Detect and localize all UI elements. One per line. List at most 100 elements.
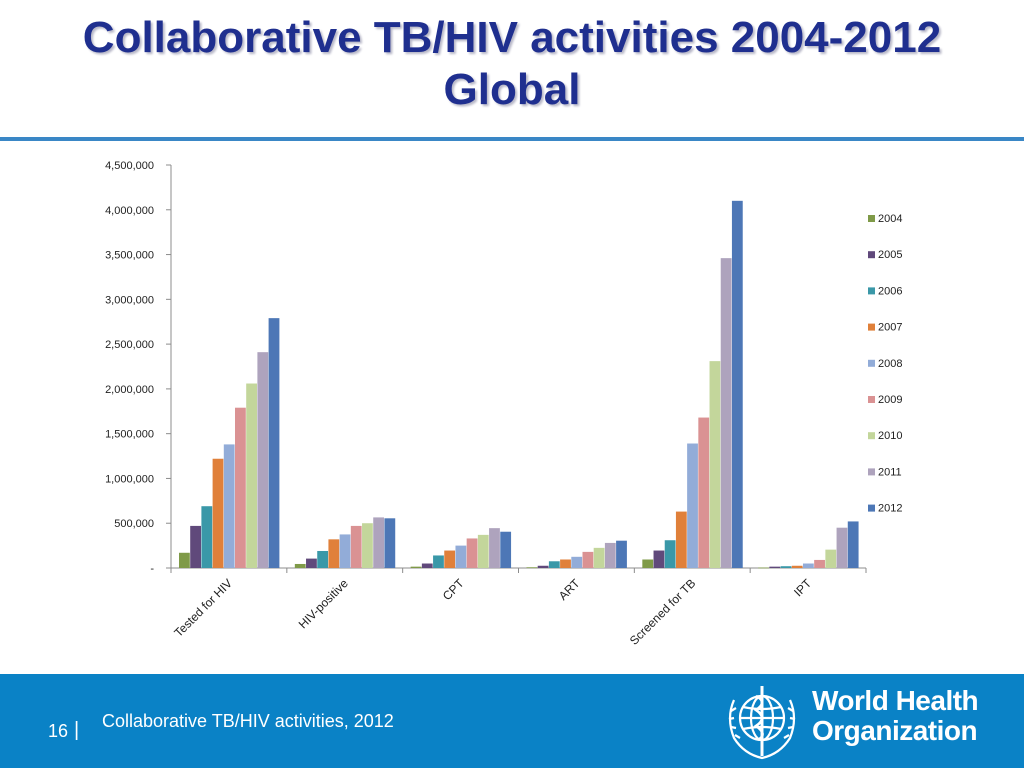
who-logo-text: World Health Organization xyxy=(812,685,979,746)
bar-2008-1 xyxy=(339,534,351,568)
bar-2004-0 xyxy=(179,552,190,568)
legend-label-2007: 2007 xyxy=(878,322,902,334)
bar-2011-2 xyxy=(489,528,500,568)
bar-2009-1 xyxy=(350,525,362,568)
bar-2004-5 xyxy=(758,567,769,569)
bar-2010-1 xyxy=(362,523,373,568)
bar-2011-4 xyxy=(720,258,732,568)
y-tick-label: 3,500,000 xyxy=(105,250,154,262)
bar-2004-3 xyxy=(526,567,538,569)
bar-2005-2 xyxy=(421,563,433,568)
x-category-label: IPT xyxy=(791,576,815,600)
bar-2012-4 xyxy=(731,200,743,568)
bar-2011-0 xyxy=(257,352,269,568)
bar-2012-3 xyxy=(616,540,627,568)
bar-2005-1 xyxy=(306,558,317,568)
bar-2007-0 xyxy=(212,458,224,568)
legend-label-2005: 2005 xyxy=(878,249,902,261)
bar-2006-4 xyxy=(664,540,676,568)
bar-2012-1 xyxy=(384,518,396,568)
bar-2010-3 xyxy=(593,547,605,568)
title-divider xyxy=(0,137,1024,141)
bar-2009-3 xyxy=(582,551,594,568)
x-category-label: CPT xyxy=(440,576,467,603)
legend-label-2009: 2009 xyxy=(878,394,902,406)
bar-2004-2 xyxy=(410,566,422,568)
bar-2004-4 xyxy=(642,559,654,568)
bar-2009-5 xyxy=(814,559,825,568)
y-tick-label: 4,500,000 xyxy=(105,160,154,172)
y-tick-label: 4,000,000 xyxy=(105,205,154,217)
bar-2007-5 xyxy=(791,565,803,568)
legend-swatch-2011 xyxy=(868,468,875,476)
page-separator: | xyxy=(74,719,80,741)
bar-chart: - 500,000 1,000,000 1,500,000 2,000,000 2,500… xyxy=(105,160,902,648)
bar-2005-4 xyxy=(653,550,665,568)
bar-2005-3 xyxy=(537,565,549,568)
legend-swatch-2010 xyxy=(868,432,875,440)
bar-2012-0 xyxy=(268,318,280,568)
bar-2011-1 xyxy=(373,517,385,568)
bar-2008-4 xyxy=(687,443,698,568)
bar-2008-2 xyxy=(455,545,467,568)
legend-label-2008: 2008 xyxy=(878,358,902,370)
x-category-label: Screened for TB xyxy=(627,576,699,648)
bar-2004-1 xyxy=(294,563,306,568)
bar-2011-5 xyxy=(836,527,848,568)
y-tick-label: 3,000,000 xyxy=(105,294,154,306)
bar-2010-4 xyxy=(709,361,721,568)
who-logo-line1: World Health xyxy=(812,685,979,716)
legend-label-2010: 2010 xyxy=(878,430,902,442)
bar-2010-5 xyxy=(825,549,837,568)
legend-label-2004: 2004 xyxy=(878,213,902,225)
who-logo-line2: Organization xyxy=(812,715,978,746)
bar-2007-1 xyxy=(328,539,340,568)
slide-title-line1: Collaborative TB/HIV activities 2004-201… xyxy=(82,13,942,62)
bar-2006-1 xyxy=(317,550,329,568)
y-tick-label: - xyxy=(150,563,154,575)
bar-2010-0 xyxy=(246,383,257,568)
bar-2008-3 xyxy=(571,556,583,568)
footer-text: Collaborative TB/HIV activities, 2012 xyxy=(102,711,394,731)
bar-2007-3 xyxy=(560,559,571,568)
bar-2005-5 xyxy=(769,566,781,568)
y-tick-label: 500,000 xyxy=(114,518,154,530)
legend-label-2011: 2011 xyxy=(878,466,902,478)
x-category-label: HIV-positive xyxy=(296,576,351,631)
bar-2005-0 xyxy=(190,525,201,568)
footer-bar: 16 | Collaborative TB/HIV activities, 20… xyxy=(0,674,1024,768)
bar-2006-3 xyxy=(548,561,560,568)
slide-title: Collaborative TB/HIV activities 2004-201… xyxy=(0,12,1024,116)
bar-2012-2 xyxy=(500,531,512,568)
legend-swatch-2012 xyxy=(868,504,875,512)
slide-title-line2: Global xyxy=(443,65,581,114)
bar-2009-0 xyxy=(235,407,246,568)
y-tick-label: 2,000,000 xyxy=(105,384,154,396)
y-tick-label: 1,000,000 xyxy=(105,473,154,485)
legend-swatch-2005 xyxy=(868,251,875,259)
legend-swatch-2004 xyxy=(868,215,875,222)
bar-2009-2 xyxy=(466,538,478,568)
legend-swatch-2006 xyxy=(868,287,875,295)
page-number: 16 xyxy=(48,721,69,741)
legend-label-2006: 2006 xyxy=(878,285,902,297)
who-emblem-icon xyxy=(728,686,796,760)
bar-2012-5 xyxy=(847,521,859,568)
bar-2006-5 xyxy=(780,566,792,568)
bar-2010-2 xyxy=(477,534,489,568)
y-tick-label: 1,500,000 xyxy=(105,429,154,441)
bar-2006-2 xyxy=(433,555,444,568)
legend-swatch-2007 xyxy=(868,323,875,331)
bar-2006-0 xyxy=(201,506,213,568)
bar-2008-5 xyxy=(802,563,814,568)
legend-label-2012: 2012 xyxy=(878,503,902,515)
legend-swatch-2009 xyxy=(868,396,875,403)
bar-2007-2 xyxy=(444,550,456,568)
bar-2008-0 xyxy=(223,444,235,568)
bar-2011-3 xyxy=(604,542,616,568)
x-category-label: ART xyxy=(556,576,583,603)
bar-2009-4 xyxy=(698,417,710,568)
legend-swatch-2008 xyxy=(868,359,875,367)
bar-2007-4 xyxy=(675,511,687,568)
x-category-label: Tested for HIV xyxy=(171,576,235,640)
